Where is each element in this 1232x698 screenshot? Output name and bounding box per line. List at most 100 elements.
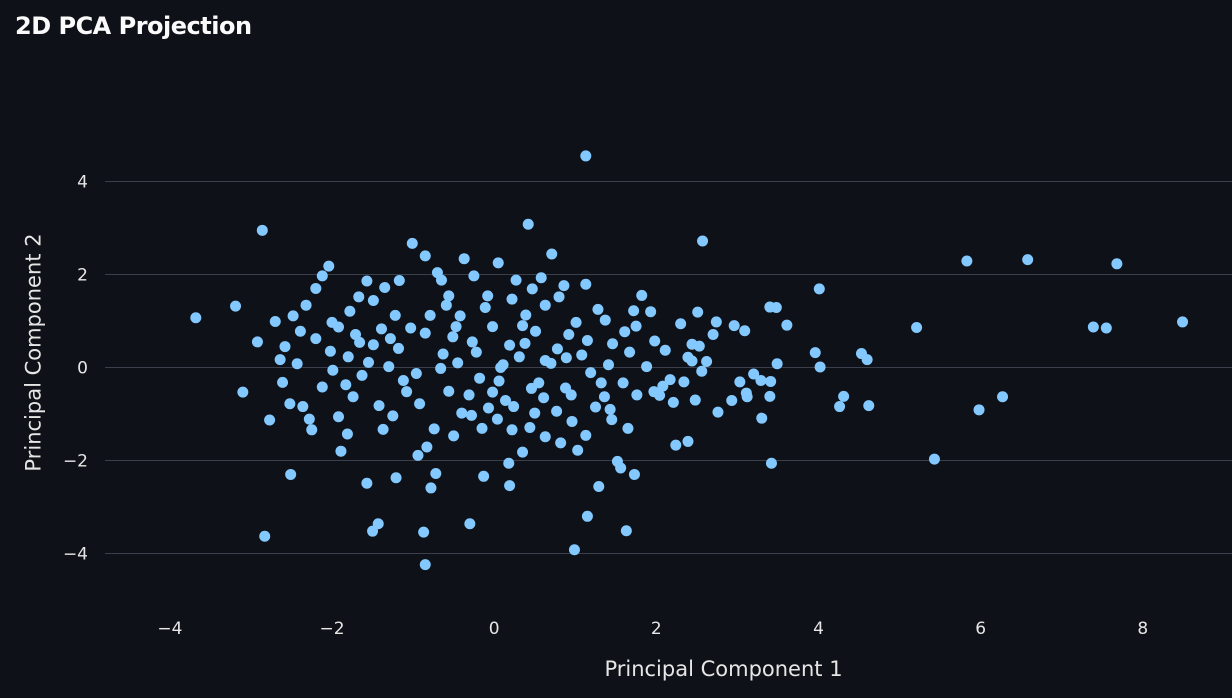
data-point <box>539 299 551 311</box>
data-point <box>323 260 335 272</box>
data-point <box>353 291 365 303</box>
data-point <box>316 270 328 282</box>
data-point <box>443 290 455 302</box>
data-point <box>465 409 477 421</box>
data-point <box>598 391 610 403</box>
data-point <box>682 435 694 447</box>
data-point <box>576 349 588 361</box>
data-point <box>545 357 557 369</box>
data-point <box>834 401 846 413</box>
data-point <box>310 282 322 294</box>
data-point <box>373 400 385 412</box>
data-point <box>538 392 550 404</box>
data-point <box>342 351 354 363</box>
data-point <box>503 457 515 469</box>
data-point <box>689 394 701 406</box>
data-point <box>701 355 713 367</box>
data-point <box>510 274 522 286</box>
data-point <box>497 359 509 371</box>
data-point <box>310 333 322 345</box>
data-point <box>630 320 642 332</box>
x-tick-label: 4 <box>813 619 824 639</box>
data-point <box>493 375 505 387</box>
data-point <box>487 386 499 398</box>
data-point <box>771 358 783 370</box>
data-point <box>504 339 516 351</box>
data-point <box>464 518 476 530</box>
data-point <box>973 404 985 416</box>
data-point <box>654 389 666 401</box>
y-tick-label: 0 <box>77 359 88 379</box>
data-point <box>809 347 821 359</box>
data-point <box>603 359 615 371</box>
y-tick-label: 2 <box>77 266 88 286</box>
data-point <box>421 441 433 453</box>
data-point <box>572 444 584 456</box>
data-point <box>563 328 575 340</box>
data-point <box>553 291 565 303</box>
data-point <box>555 437 567 449</box>
data-point <box>558 280 570 292</box>
data-point <box>1087 321 1099 333</box>
data-point <box>294 325 306 337</box>
data-point <box>508 401 520 413</box>
data-point <box>622 422 634 434</box>
data-point <box>291 358 303 370</box>
data-point <box>539 431 551 443</box>
data-point <box>506 293 518 305</box>
data-point <box>675 318 687 330</box>
data-point <box>387 410 399 422</box>
data-point <box>256 224 268 236</box>
data-point <box>264 414 276 426</box>
data-point <box>585 367 597 379</box>
data-point <box>961 255 973 267</box>
data-point <box>324 345 336 357</box>
data-point <box>367 339 379 351</box>
data-point <box>710 316 722 328</box>
data-point <box>450 321 462 333</box>
data-point <box>781 319 793 331</box>
data-point <box>384 333 396 345</box>
x-tick-label: 0 <box>489 619 500 639</box>
data-point <box>470 346 482 358</box>
data-point <box>393 342 405 354</box>
data-point <box>363 356 375 368</box>
data-point <box>607 338 619 350</box>
data-point <box>581 510 593 522</box>
data-point <box>405 322 417 334</box>
data-point <box>361 477 373 489</box>
data-point <box>814 361 826 373</box>
data-point <box>570 316 582 328</box>
data-point <box>356 369 368 381</box>
data-point <box>274 354 286 366</box>
data-point <box>279 341 291 353</box>
data-point <box>590 401 602 413</box>
data-point <box>696 365 708 377</box>
data-point <box>476 422 488 434</box>
data-point <box>230 300 242 312</box>
data-point <box>697 235 709 247</box>
data-point <box>372 518 384 530</box>
data-point <box>580 429 592 441</box>
data-point <box>367 525 379 537</box>
data-point <box>659 344 671 356</box>
data-point <box>259 530 271 542</box>
data-point <box>517 446 529 458</box>
data-point <box>483 402 495 414</box>
data-point <box>636 289 648 301</box>
data-point <box>645 306 657 318</box>
data-point <box>519 337 531 349</box>
data-point <box>251 336 263 348</box>
data-point <box>406 237 418 249</box>
data-point <box>316 381 328 393</box>
data-point <box>628 305 640 317</box>
data-point <box>838 390 850 402</box>
data-point <box>863 400 875 412</box>
data-point <box>412 449 424 461</box>
data-point <box>430 468 442 480</box>
data-point <box>522 218 534 230</box>
data-point <box>287 310 299 322</box>
data-point <box>560 352 572 364</box>
